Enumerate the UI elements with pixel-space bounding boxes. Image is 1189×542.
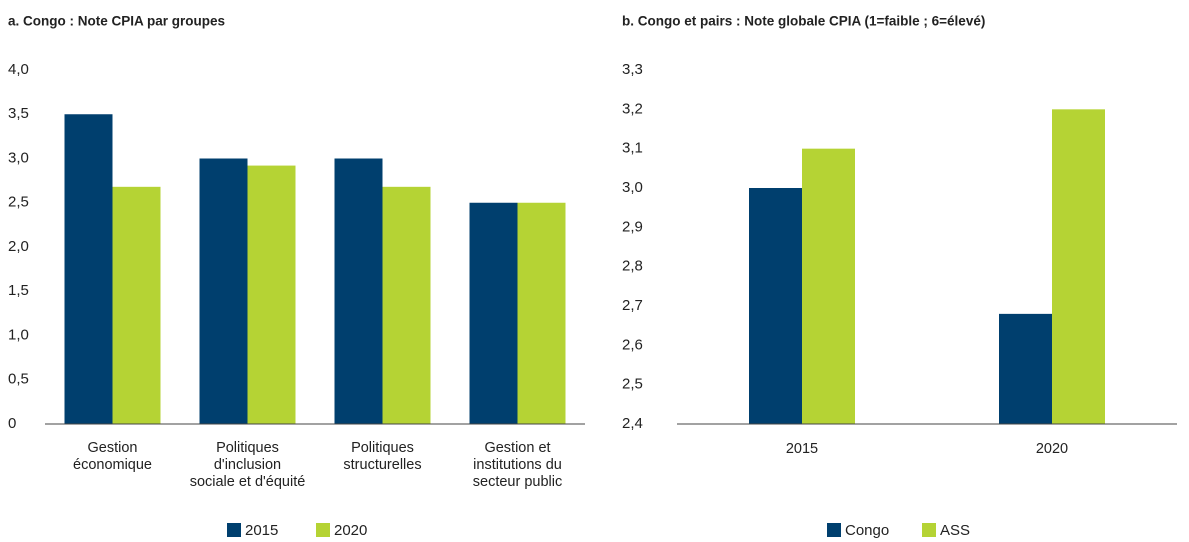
bar: [1052, 109, 1105, 424]
x-tick-label: 2015: [785, 441, 819, 457]
y-tick-label: 1,0: [8, 326, 29, 343]
chart-title: b. Congo et pairs : Note globale CPIA (1…: [622, 14, 985, 29]
x-tick-label: 2020: [1035, 441, 1069, 457]
y-tick-label: 1,5: [8, 282, 29, 299]
bar: [999, 313, 1052, 424]
bar: [334, 158, 383, 424]
legend-swatch: [827, 523, 841, 537]
y-tick-label: 2,7: [622, 297, 643, 314]
bar: [247, 165, 296, 424]
y-tick-label: 0: [8, 415, 16, 432]
y-tick-label: 2,0: [8, 238, 29, 255]
bar: [802, 148, 855, 424]
legend-label: 2020: [334, 522, 367, 539]
legend-label: ASS: [940, 522, 970, 539]
x-tick-label: Politiques d'inclusion sociale et d'équi…: [189, 440, 306, 490]
bar: [382, 186, 431, 424]
y-tick-label: 3,3: [622, 61, 643, 78]
bar: [112, 186, 161, 424]
y-tick-label: 3,0: [622, 179, 643, 196]
legend-label: 2015: [245, 522, 278, 539]
y-tick-label: 2,4: [622, 415, 643, 432]
x-tick-label: Gestion économique: [73, 440, 152, 473]
y-tick-label: 3,2: [622, 100, 643, 117]
y-tick-label: 2,5: [8, 194, 29, 211]
bar: [749, 188, 802, 424]
legend-swatch: [316, 523, 330, 537]
legend-swatch: [227, 523, 241, 537]
y-tick-label: 2,6: [622, 336, 643, 353]
y-tick-label: 2,5: [622, 376, 643, 393]
bar: [64, 114, 113, 424]
y-tick-label: 2,9: [622, 218, 643, 235]
x-tick-label: Gestion et institutions du secteur publi…: [472, 440, 563, 490]
y-tick-label: 2,8: [622, 258, 643, 275]
y-tick-label: 0,5: [8, 371, 29, 388]
y-tick-label: 3,0: [8, 149, 29, 166]
y-tick-label: 4,0: [8, 61, 29, 78]
bar: [199, 158, 248, 424]
legend-swatch: [922, 523, 936, 537]
chart-title: a. Congo : Note CPIA par groupes: [8, 14, 225, 29]
legend-label: Congo: [845, 522, 889, 539]
bar: [469, 202, 518, 424]
x-tick-label: Politiques structurelles: [343, 440, 422, 473]
bar: [517, 202, 566, 424]
y-tick-label: 3,5: [8, 105, 29, 122]
y-tick-label: 3,1: [622, 140, 643, 157]
